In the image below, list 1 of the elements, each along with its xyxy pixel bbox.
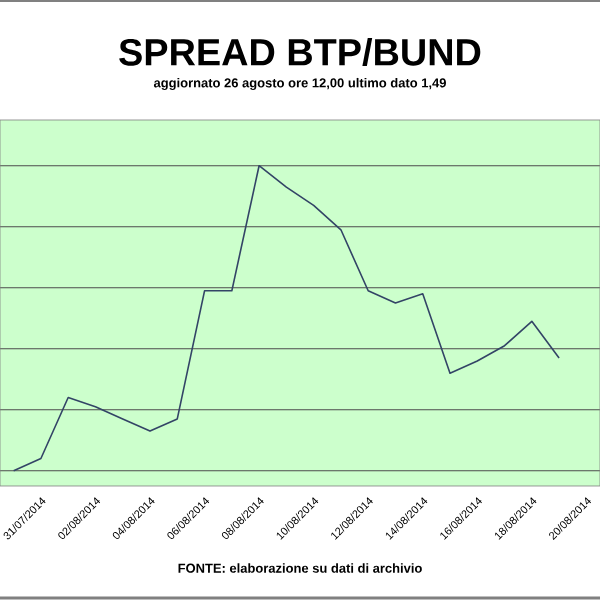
chart-title: SPREAD BTP/BUND: [119, 37, 481, 67]
